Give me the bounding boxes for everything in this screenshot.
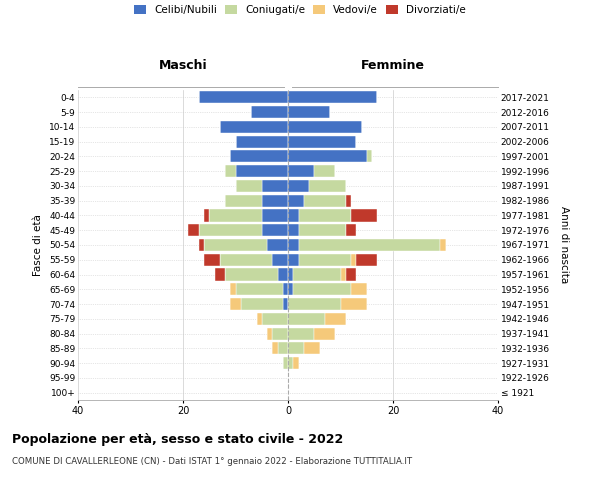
Bar — [241, 298, 283, 310]
Bar — [288, 106, 330, 118]
Bar — [346, 224, 356, 236]
Bar — [304, 194, 346, 207]
Bar — [325, 313, 346, 325]
Bar — [309, 180, 346, 192]
Bar — [262, 194, 288, 207]
Bar — [293, 357, 299, 369]
Bar — [225, 194, 262, 207]
Text: Femmine: Femmine — [361, 60, 425, 72]
Bar — [288, 254, 299, 266]
Bar — [288, 342, 304, 354]
Bar — [235, 165, 288, 177]
Bar — [288, 136, 356, 147]
Y-axis label: Fasce di età: Fasce di età — [34, 214, 43, 276]
Y-axis label: Anni di nascita: Anni di nascita — [559, 206, 569, 284]
Bar — [225, 165, 235, 177]
Bar — [262, 224, 288, 236]
Bar — [293, 268, 341, 280]
Bar — [293, 283, 351, 296]
Bar — [346, 194, 351, 207]
Bar — [356, 254, 377, 266]
Bar — [314, 328, 335, 340]
Bar — [272, 342, 277, 354]
Bar — [277, 342, 288, 354]
Bar — [235, 136, 288, 147]
Bar — [272, 254, 288, 266]
Bar — [188, 224, 199, 236]
Text: COMUNE DI CAVALLERLEONE (CN) - Dati ISTAT 1° gennaio 2022 - Elaborazione TUTTITA: COMUNE DI CAVALLERLEONE (CN) - Dati ISTA… — [12, 458, 412, 466]
Legend: Celibi/Nubili, Coniugati/e, Vedovi/e, Divorziati/e: Celibi/Nubili, Coniugati/e, Vedovi/e, Di… — [134, 5, 466, 15]
Bar — [204, 239, 267, 251]
Bar — [215, 268, 225, 280]
Bar — [199, 224, 262, 236]
Bar — [209, 210, 262, 222]
Bar — [288, 121, 361, 133]
Bar — [351, 210, 377, 222]
Bar — [257, 313, 262, 325]
Bar — [351, 254, 356, 266]
Text: Popolazione per età, sesso e stato civile - 2022: Popolazione per età, sesso e stato civil… — [12, 432, 343, 446]
Bar — [288, 313, 325, 325]
Bar — [288, 328, 314, 340]
Bar — [283, 283, 288, 296]
Bar — [267, 239, 288, 251]
Bar — [299, 239, 440, 251]
Bar — [235, 283, 283, 296]
Bar — [230, 298, 241, 310]
Bar — [272, 328, 288, 340]
Bar — [288, 92, 377, 104]
Bar — [204, 210, 209, 222]
Bar — [288, 239, 299, 251]
Bar — [277, 268, 288, 280]
Text: Maschi: Maschi — [158, 60, 208, 72]
Bar — [288, 150, 367, 162]
Bar — [204, 254, 220, 266]
Bar — [288, 165, 314, 177]
Bar — [288, 224, 299, 236]
Bar — [220, 121, 288, 133]
Bar — [299, 224, 346, 236]
Bar — [251, 106, 288, 118]
Bar — [288, 298, 341, 310]
Bar — [288, 210, 299, 222]
Bar — [225, 268, 277, 280]
Bar — [288, 357, 293, 369]
Bar — [283, 298, 288, 310]
Bar — [314, 165, 335, 177]
Bar — [288, 268, 293, 280]
Bar — [230, 283, 235, 296]
Bar — [283, 357, 288, 369]
Bar — [351, 283, 367, 296]
Bar — [262, 313, 288, 325]
Bar — [299, 210, 351, 222]
Bar — [220, 254, 272, 266]
Bar — [199, 239, 204, 251]
Bar — [230, 150, 288, 162]
Bar — [235, 180, 262, 192]
Bar — [367, 150, 372, 162]
Bar — [341, 298, 367, 310]
Bar — [304, 342, 320, 354]
Bar — [299, 254, 351, 266]
Bar — [267, 328, 272, 340]
Bar — [346, 268, 356, 280]
Bar — [288, 180, 309, 192]
Bar — [440, 239, 445, 251]
Bar — [288, 194, 304, 207]
Bar — [199, 92, 288, 104]
Bar — [288, 283, 293, 296]
Bar — [341, 268, 346, 280]
Bar — [262, 210, 288, 222]
Bar — [262, 180, 288, 192]
